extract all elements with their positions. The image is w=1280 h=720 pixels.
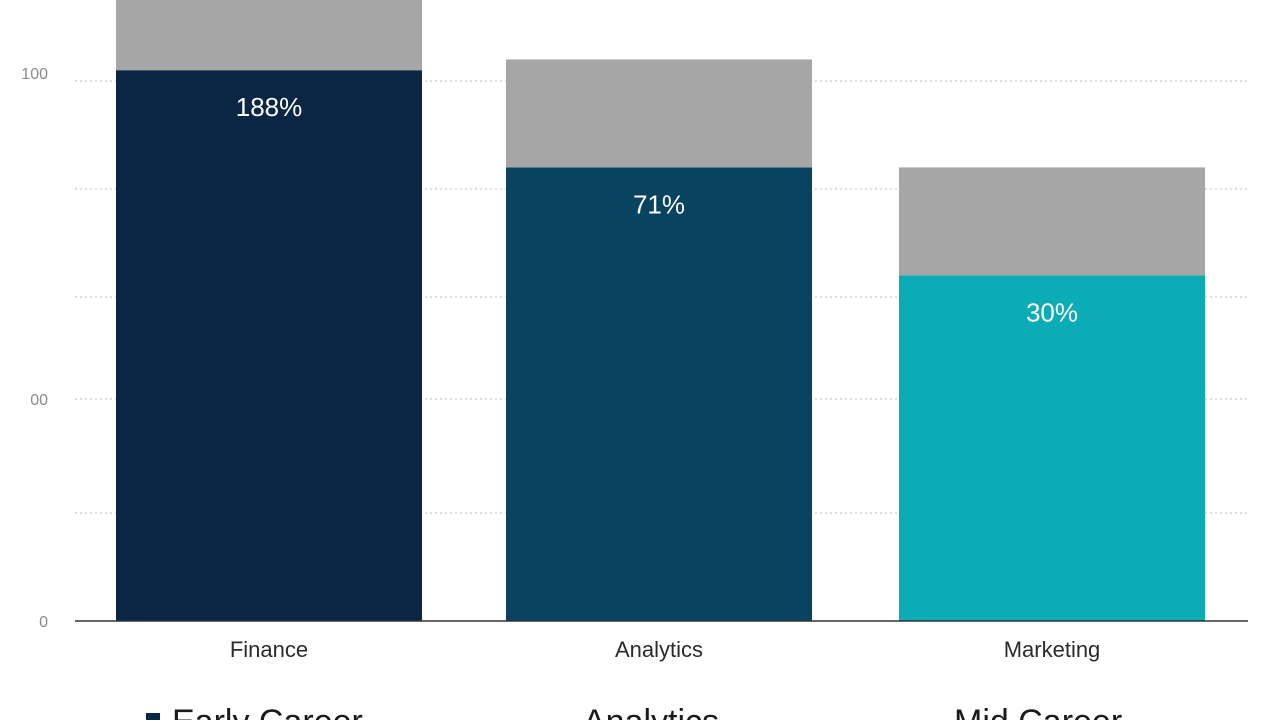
data-label-marketing: 30%: [1026, 297, 1078, 327]
x-tick-label-finance: Finance: [230, 637, 308, 662]
bar-finance-early-career: [116, 70, 422, 621]
y-tick-label-2: 100: [21, 66, 48, 83]
data-labels: 188% 71% 30%: [236, 92, 1078, 327]
y-tick-label-0: 0: [39, 614, 48, 631]
bars: [116, 0, 1205, 621]
legend: Early Career Analytics Mid Career: [146, 703, 1122, 720]
bar-analytics-early-career: [506, 167, 812, 621]
bar-marketing-early-career: [899, 275, 1205, 621]
legend-label-2: Mid Career: [954, 703, 1122, 720]
x-tick-label-analytics: Analytics: [615, 637, 703, 662]
bar-marketing-mid-career: [899, 167, 1205, 276]
legend-swatch-early-career: [146, 713, 160, 720]
bar-finance-mid-career: [116, 0, 422, 71]
data-label-analytics: 71%: [633, 189, 685, 219]
data-label-finance: 188%: [236, 92, 303, 122]
legend-label-1: Analytics: [583, 703, 719, 720]
bar-analytics-mid-career: [506, 59, 812, 168]
x-tick-label-marketing: Marketing: [1004, 637, 1101, 662]
y-tick-label-1: 00: [30, 392, 48, 409]
legend-label-0: Early Career: [172, 703, 363, 720]
